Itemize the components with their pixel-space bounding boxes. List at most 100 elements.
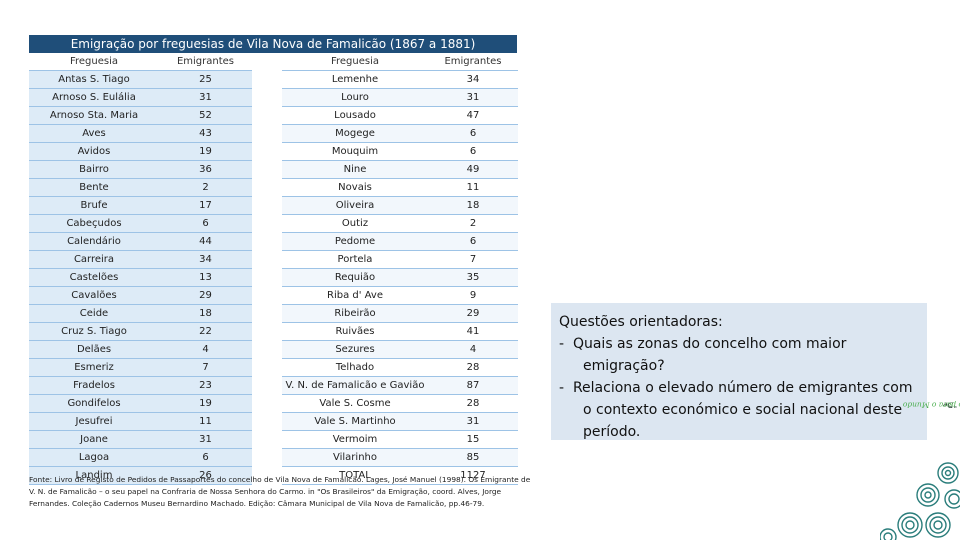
- left-parish-cell: Bente: [29, 178, 159, 197]
- left-parish-cell: Delães: [29, 340, 159, 359]
- table-row: Bente 2 Novais 11: [29, 178, 518, 197]
- right-count-cell: 7: [428, 250, 518, 269]
- right-parish-cell: Lousado: [282, 106, 428, 125]
- left-count-cell: 6: [159, 448, 252, 467]
- left-parish-cell: Lagoa: [29, 448, 159, 467]
- emigration-table: Freguesia Emigrantes Freguesia Emigrante…: [29, 53, 518, 485]
- right-count-cell: 2: [428, 214, 518, 233]
- left-count-cell: 52: [159, 106, 252, 125]
- right-parish-cell: Mogege: [282, 124, 428, 143]
- famalicao-logo-text: "De Famalicão para o Mundo": [902, 400, 960, 410]
- left-parish-cell: Landim: [29, 466, 159, 485]
- right-parish-cell: TOTAL: [282, 466, 428, 485]
- right-parish-cell: Vermoim: [282, 430, 428, 449]
- left-count-cell: 26: [159, 466, 252, 485]
- left-count-cell: 43: [159, 124, 252, 143]
- left-count-cell: 29: [159, 286, 252, 305]
- left-parish-cell: Arnoso S. Eulália: [29, 88, 159, 107]
- table-title: Emigração por freguesias de Vila Nova de…: [29, 35, 517, 53]
- table-row: Castelões 13 Requião 35: [29, 268, 518, 287]
- right-parish-cell: Ribeirão: [282, 304, 428, 323]
- left-count-cell: 19: [159, 394, 252, 413]
- right-count-cell: 31: [428, 88, 518, 107]
- right-parish-cell: Outiz: [282, 214, 428, 233]
- table-row: Carreira 34 Portela 7: [29, 250, 518, 269]
- right-count-cell: 15: [428, 430, 518, 449]
- table-row: Landim 26 TOTAL 1127: [29, 466, 518, 485]
- right-count-cell: 49: [428, 160, 518, 179]
- left-parish-cell: Jesufrei: [29, 412, 159, 431]
- right-parish-cell: Vale S. Cosme: [282, 394, 428, 413]
- table-row: Cavalões 29 Riba d' Ave 9: [29, 286, 518, 305]
- question-item: - Relaciona o elevado número de emigrant…: [559, 380, 913, 440]
- table-row: Ceide 18 Ribeirão 29: [29, 304, 518, 323]
- right-count-cell: 34: [428, 70, 518, 89]
- right-parish-cell: Vale S. Martinho: [282, 412, 428, 431]
- table-row: Arnoso S. Eulália 31 Louro 31: [29, 88, 518, 107]
- left-parish-cell: Carreira: [29, 250, 159, 269]
- right-parish-cell: Nine: [282, 160, 428, 179]
- table-row: Fradelos 23 V. N. de Famalicão e Gavião 87: [29, 376, 518, 395]
- right-count-cell: 6: [428, 124, 518, 143]
- right-parish-cell: Pedome: [282, 232, 428, 251]
- right-parish-cell: Novais: [282, 178, 428, 197]
- right-parish-cell: Vilarinho: [282, 448, 428, 467]
- left-parish-cell: Castelões: [29, 268, 159, 287]
- left-count-cell: 4: [159, 340, 252, 359]
- right-parish-cell: V. N. de Famalicão e Gavião: [282, 376, 428, 395]
- left-parish-cell: Brufe: [29, 196, 159, 215]
- left-parish-cell: Calendário: [29, 232, 159, 251]
- right-parish-cell: Requião: [282, 268, 428, 287]
- right-parish-cell: Mouquim: [282, 142, 428, 161]
- decorative-circles-graphic: [880, 462, 960, 540]
- left-count-cell: 17: [159, 196, 252, 215]
- right-parish-cell: Portela: [282, 250, 428, 269]
- right-count-cell: 47: [428, 106, 518, 125]
- right-count-cell: 35: [428, 268, 518, 287]
- right-count-cell: 4: [428, 340, 518, 359]
- right-count-cell: 6: [428, 142, 518, 161]
- table-row: Cabeçudos 6 Outiz 2: [29, 214, 518, 233]
- table-row: Delães 4 Sezures 4: [29, 340, 518, 359]
- left-count-cell: 18: [159, 304, 252, 323]
- left-parish-cell: Cabeçudos: [29, 214, 159, 233]
- left-parish-cell: Avidos: [29, 142, 159, 161]
- table-row: Bairro 36 Nine 49: [29, 160, 518, 179]
- table-row: Esmeriz 7 Telhado 28: [29, 358, 518, 377]
- left-parish-cell: Arnoso Sta. Maria: [29, 106, 159, 125]
- table-row: Antas S. Tiago 25 Lemenhe 34: [29, 70, 518, 89]
- left-parish-cell: Bairro: [29, 160, 159, 179]
- table-row: Jesufrei 11 Vale S. Martinho 31: [29, 412, 518, 431]
- source-citation: Fonte: Livro de Registo de Pedidos de Pa…: [29, 475, 531, 508]
- left-parish-cell: Fradelos: [29, 376, 159, 395]
- left-count-cell: 34: [159, 250, 252, 269]
- right-count-cell: 1127: [428, 466, 518, 485]
- left-parish-cell: Cavalões: [29, 286, 159, 305]
- left-count-cell: 36: [159, 160, 252, 179]
- left-parish-cell: Aves: [29, 124, 159, 143]
- table-row: Calendário 44 Pedome 6: [29, 232, 518, 251]
- left-count-cell: 19: [159, 142, 252, 161]
- right-parish-cell: Riba d' Ave: [282, 286, 428, 305]
- right-count-cell: 28: [428, 358, 518, 377]
- left-parish-cell: Antas S. Tiago: [29, 70, 159, 89]
- table-row: Avidos 19 Mouquim 6: [29, 142, 518, 161]
- left-count-cell: 11: [159, 412, 252, 431]
- right-count-cell: 85: [428, 448, 518, 467]
- table-row: Arnoso Sta. Maria 52 Lousado 47: [29, 106, 518, 125]
- right-count-cell: 6: [428, 232, 518, 251]
- left-count-cell: 23: [159, 376, 252, 395]
- left-count-cell: 22: [159, 322, 252, 341]
- left-parish-cell: Joane: [29, 430, 159, 449]
- right-count-cell: 31: [428, 412, 518, 431]
- header-left-parish: Freguesia: [29, 53, 159, 71]
- right-count-cell: 28: [428, 394, 518, 413]
- right-count-cell: 18: [428, 196, 518, 215]
- table-row: Lagoa 6 Vilarinho 85: [29, 448, 518, 467]
- left-count-cell: 25: [159, 70, 252, 89]
- table-row: Gondifelos 19 Vale S. Cosme 28: [29, 394, 518, 413]
- header-right-count: Emigrantes: [428, 53, 518, 71]
- right-parish-cell: Louro: [282, 88, 428, 107]
- left-parish-cell: Cruz S. Tiago: [29, 322, 159, 341]
- right-count-cell: 9: [428, 286, 518, 305]
